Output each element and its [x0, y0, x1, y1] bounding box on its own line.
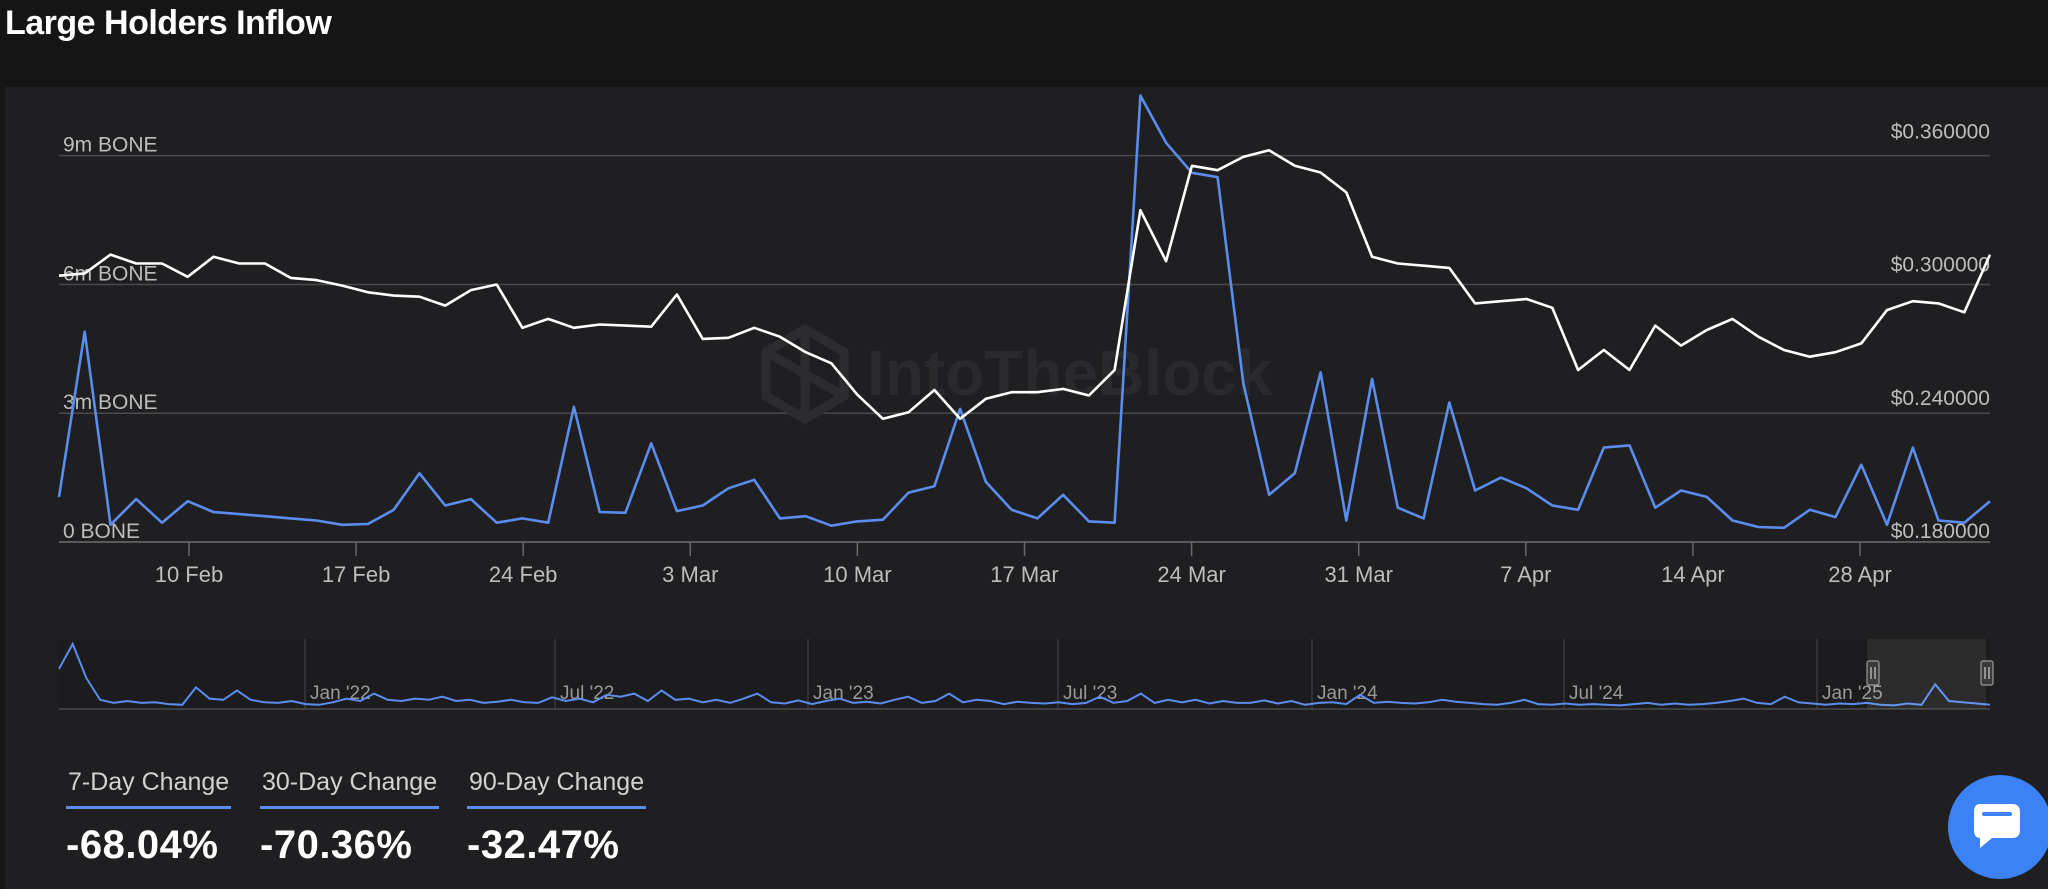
- navigator-tick-label: Jan '22: [310, 683, 371, 704]
- chat-bubble-icon: [1974, 804, 2020, 848]
- navigator-tick-label: Jul '24: [1569, 683, 1624, 704]
- y-tick-label: 0 BONE: [63, 520, 140, 543]
- stat-label: 90-Day Change: [467, 768, 647, 809]
- watermark: IntoTheBlock: [761, 323, 1273, 425]
- right-axis: $0.180000 $0.240000 $0.300000 $0.360000: [1891, 120, 1990, 543]
- stat-90-day[interactable]: 90-Day Change -32.47%: [467, 768, 647, 868]
- stat-value: -68.04%: [66, 823, 219, 867]
- handle-body: [1980, 660, 1994, 686]
- y2-tick-label: $0.360000: [1891, 120, 1990, 143]
- x-tick-label: 7 Apr: [1500, 562, 1551, 587]
- navigator-tick-label: Jan '25: [1822, 683, 1883, 704]
- chart-panel: IntoTheBlock 0 BONE 3m BONE 6m BONE 9m BONE…: [5, 87, 2048, 889]
- page-title: Large Holders Inflow: [5, 4, 332, 42]
- stat-30-day[interactable]: 30-Day Change -70.36%: [260, 768, 440, 868]
- y-tick-label: 9m BONE: [63, 134, 158, 157]
- x-tick-label: 14 Apr: [1661, 562, 1725, 587]
- stat-label: 7-Day Change: [66, 768, 232, 809]
- inflow-chart[interactable]: IntoTheBlock 0 BONE 3m BONE 6m BONE 9m BONE…: [5, 87, 2048, 889]
- chat-button[interactable]: [1948, 775, 2048, 879]
- navigator-tick-label: Jan '23: [813, 683, 874, 704]
- price-series-line: [58, 148, 1992, 421]
- left-axis: 0 BONE 3m BONE 6m BONE 9m BONE: [63, 134, 158, 543]
- x-tick-label: 31 Mar: [1324, 562, 1392, 587]
- y2-tick-label: $0.300000: [1891, 254, 1990, 277]
- navigator-selection: [1867, 639, 1986, 709]
- x-tick-label: 10 Feb: [155, 562, 224, 587]
- x-tick-label: 24 Mar: [1157, 562, 1225, 587]
- stat-label: 30-Day Change: [260, 768, 440, 809]
- x-axis: 10 Feb 17 Feb 24 Feb 3 Mar 10 Mar 17 Mar 24 Ma…: [155, 542, 1892, 587]
- stat-value: -70.36%: [260, 823, 413, 867]
- watermark-text: IntoTheBlock: [867, 337, 1273, 409]
- y-tick-label: 6m BONE: [63, 262, 158, 285]
- stat-7-day[interactable]: 7-Day Change -68.04%: [66, 768, 232, 868]
- scrollbar-handle-right-icon[interactable]: [1980, 660, 1994, 686]
- x-tick-label: 28 Apr: [1828, 562, 1892, 587]
- x-tick-label: 10 Mar: [823, 562, 891, 587]
- stat-value: -32.47%: [467, 823, 620, 867]
- series-layer: [57, 94, 1992, 530]
- navigator-tick-label: Jan '24: [1317, 683, 1378, 704]
- y-tick-label: 3m BONE: [63, 391, 158, 414]
- scrollbar-handle-left-icon[interactable]: [1866, 660, 1880, 686]
- inflow-series-line: [57, 94, 1991, 530]
- navigator[interactable]: Jan '22 Jul '22 Jan '23 Jul '23 Jan '24 Jul '…: [58, 639, 1994, 710]
- x-tick-label: 17 Mar: [990, 562, 1058, 587]
- y2-tick-label: $0.240000: [1891, 387, 1990, 410]
- x-tick-label: 17 Feb: [322, 562, 391, 587]
- x-tick-label: 3 Mar: [662, 562, 718, 587]
- y2-tick-label: $0.180000: [1891, 520, 1990, 543]
- navigator-line: [58, 641, 1991, 707]
- handle-body: [1866, 660, 1880, 686]
- x-tick-label: 24 Feb: [489, 562, 558, 587]
